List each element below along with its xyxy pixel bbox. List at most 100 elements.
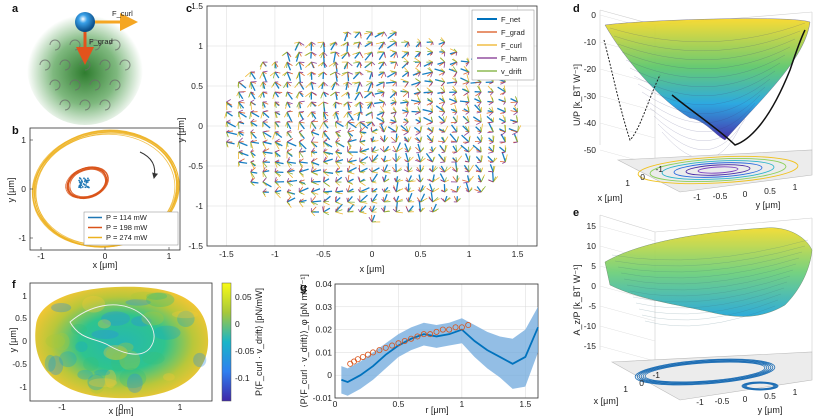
y-tick-label-b: -1 [18, 233, 26, 243]
vector-arrow [250, 121, 254, 127]
vector-arrow [347, 203, 355, 213]
vector-arrow [335, 111, 340, 113]
vector-arrow [274, 141, 280, 150]
vector-arrow [432, 167, 438, 173]
z-tick-label-d: -10 [584, 37, 597, 47]
vector-arrow [299, 181, 306, 185]
vector-arrow [286, 181, 294, 186]
vector-arrow [387, 31, 397, 39]
vector-arrow [420, 136, 423, 143]
vector-arrow [323, 119, 329, 123]
vector-arrow [492, 165, 495, 173]
vector-arrow [387, 41, 397, 49]
vector-arrow [408, 199, 412, 203]
vector-arrow [323, 171, 329, 173]
vector-arrow [335, 91, 340, 94]
vector-arrow [226, 131, 229, 138]
vector-arrow [400, 101, 409, 104]
contour-ring [649, 158, 787, 182]
y-tick-label-g: 0.01 [315, 347, 332, 357]
vector-arrow [298, 71, 301, 83]
y-tick-label-g: 0.03 [315, 302, 332, 312]
vector-arrow [323, 198, 326, 203]
colorbar-tick-label-f: -0.05 [235, 346, 255, 356]
vector-arrow [459, 100, 470, 103]
vector-arrow [443, 41, 446, 45]
vector-arrow [492, 157, 496, 163]
vector-arrow [323, 111, 329, 117]
vector-arrow [383, 127, 386, 133]
vector-arrow [354, 81, 361, 85]
z-tick-label-e: 15 [587, 221, 597, 231]
vector-arrow [330, 51, 336, 54]
vector-arrow [472, 144, 482, 153]
vector-arrow [237, 131, 239, 137]
vector-arrow [377, 31, 385, 35]
vector-arrow [422, 108, 433, 113]
vector-arrow [428, 168, 433, 173]
vector-arrow [460, 60, 470, 63]
vector-arrow [390, 51, 397, 58]
vector-arrow [425, 152, 434, 163]
mesh-line [629, 275, 791, 297]
vector-arrow [331, 81, 337, 91]
vector-arrow [381, 121, 385, 125]
vector-arrow [441, 148, 446, 153]
vector-arrow [391, 30, 397, 33]
vector-arrow [468, 188, 473, 193]
vector-arrow [250, 101, 255, 105]
vector-arrow [298, 159, 301, 163]
vector-arrow [298, 118, 305, 123]
vector-arrow [371, 180, 377, 183]
vector-arrow [476, 121, 482, 126]
x-tick-label-f: 1 [178, 402, 183, 412]
vector-arrow [376, 111, 385, 116]
orbit-114mw [81, 186, 84, 188]
mean-line [341, 326, 539, 384]
vector-arrow [428, 197, 433, 203]
vector-arrow [299, 51, 303, 54]
vector-arrow [371, 154, 379, 163]
vector-arrow [323, 161, 328, 165]
vector-arrow [441, 81, 446, 87]
vector-arrow [384, 210, 390, 213]
vector-arrow [343, 61, 349, 68]
vector-arrow [299, 121, 305, 124]
vector-arrow [488, 107, 494, 113]
vector-arrow [238, 161, 240, 166]
vector-arrow [323, 176, 325, 183]
vector-arrow [408, 170, 413, 173]
vector-arrow [311, 81, 317, 85]
vector-arrow [464, 141, 470, 144]
vector-arrow [328, 61, 336, 67]
vector-arrow [354, 31, 361, 39]
y-tick-label-c: 0.5 [191, 81, 203, 91]
vector-arrow [387, 126, 397, 133]
vector-arrow [383, 138, 388, 143]
vector-arrow [430, 91, 434, 96]
vector-arrow [492, 176, 497, 183]
vector-arrow [395, 51, 399, 58]
vector-arrow [250, 81, 256, 92]
vector-arrow [335, 201, 340, 204]
vector-arrow [359, 61, 363, 67]
vector-arrow [391, 99, 397, 103]
vector-arrow [379, 137, 385, 143]
vector-arrow [283, 61, 288, 68]
vector-arrow [515, 115, 518, 123]
vector-arrow [408, 146, 411, 153]
vector-arrow [404, 139, 409, 143]
plot-frame-c [206, 5, 538, 247]
heatmap-blob [94, 369, 111, 376]
vector-arrow [250, 131, 253, 139]
profile-x-d [603, 39, 661, 141]
vector-arrow [443, 61, 446, 68]
vector-arrow [382, 158, 385, 163]
vector-arrow [390, 119, 397, 123]
y-tick-label-c: -0.5 [188, 161, 203, 171]
vector-arrow [250, 181, 254, 186]
vector-arrow [286, 91, 291, 94]
vector-arrow [323, 81, 328, 87]
vector-arrow [359, 146, 362, 153]
